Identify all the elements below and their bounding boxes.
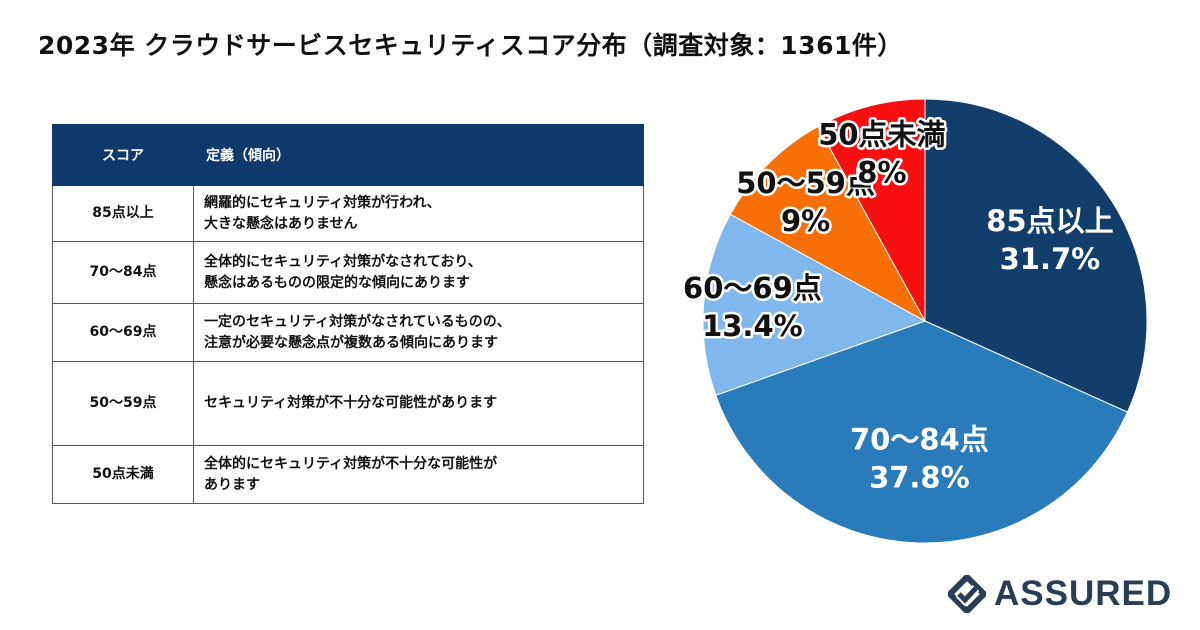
score-definition-table: スコア 定義（傾向） 85点以上 網羅的にセキュリティ対策が行われ、 大きな懸念は… (52, 124, 644, 504)
pie-slice (817, 98, 926, 322)
slice-label: 85点以上 (986, 204, 1113, 238)
definition-cell: セキュリティ対策が不十分な可能性があります (193, 361, 644, 446)
definition-cell: 全体的にセキュリティ対策が不十分な可能性が あります (193, 445, 644, 504)
assured-logo-icon (948, 575, 986, 613)
slice-value-label: 13.4% (702, 309, 803, 343)
table-row: 85点以上 網羅的にセキュリティ対策が行われ、 大きな懸念はありません (52, 185, 644, 242)
slice-label: 50〜59点 (736, 166, 875, 200)
pie-slice (924, 98, 1148, 413)
slice-value-label: 31.7% (1000, 242, 1101, 276)
page-title: 2023年 クラウドサービスセキュリティスコア分布（調査対象：1361件） (38, 31, 903, 60)
definition-line: 注意が必要な懸念点が複数ある傾向にあります (204, 334, 498, 351)
slice-label: 70〜84点 (850, 423, 989, 457)
table-header-definition: 定義（傾向） (193, 124, 644, 186)
definition-line: 網羅的にセキュリティ対策が行われ、 (204, 194, 441, 211)
table-row: 60〜69点 一定のセキュリティ対策がなされているものの、 注意が必要な懸念点が複… (52, 303, 644, 362)
definition-line: あります (204, 476, 260, 493)
definition-line: 懸念はあるものの限定的な傾向にあります (204, 274, 470, 291)
table-row: 50点未満 全体的にセキュリティ対策が不十分な可能性が あります (52, 445, 644, 504)
table-header-score: スコア (52, 124, 194, 186)
definition-line: 一定のセキュリティ対策がなされているものの、 (204, 313, 511, 330)
slice-value-label: 9% (781, 204, 830, 238)
table-row: 50〜59点 セキュリティ対策が不十分な可能性があります (52, 361, 644, 446)
logo-text: ASSURED (994, 574, 1173, 613)
pie-slice (715, 320, 1129, 544)
slice-label: 60〜69点 (683, 271, 822, 305)
table-header-row: スコア 定義（傾向） (52, 124, 644, 186)
slice-label: 50点未満 (818, 117, 945, 151)
slice-value-label: 37.8% (869, 461, 970, 495)
pie-slice (702, 213, 927, 396)
assured-logo: ASSURED (948, 574, 1172, 614)
score-cell: 60〜69点 (52, 303, 194, 362)
definition-line: セキュリティ対策が不十分な可能性があります (204, 395, 498, 411)
score-cell: 50〜59点 (52, 361, 194, 446)
pie-slice (729, 125, 927, 323)
slice-value-label: 8% (857, 155, 906, 189)
score-cell: 70〜84点 (52, 241, 194, 304)
definition-line: 全体的にセキュリティ対策が不十分な可能性が (204, 455, 498, 472)
definition-line: 全体的にセキュリティ対策がなされており、 (204, 253, 482, 270)
definition-cell: 網羅的にセキュリティ対策が行われ、 大きな懸念はありません (193, 185, 644, 242)
definition-cell: 一定のセキュリティ対策がなされているものの、 注意が必要な懸念点が複数ある傾向にあ… (193, 303, 644, 362)
definition-line: 大きな懸念はありません (204, 215, 358, 232)
definition-cell: 全体的にセキュリティ対策がなされており、 懸念はあるものの限定的な傾向にあります (193, 241, 644, 304)
table-row: 70〜84点 全体的にセキュリティ対策がなされており、 懸念はあるものの限定的な傾… (52, 241, 644, 304)
